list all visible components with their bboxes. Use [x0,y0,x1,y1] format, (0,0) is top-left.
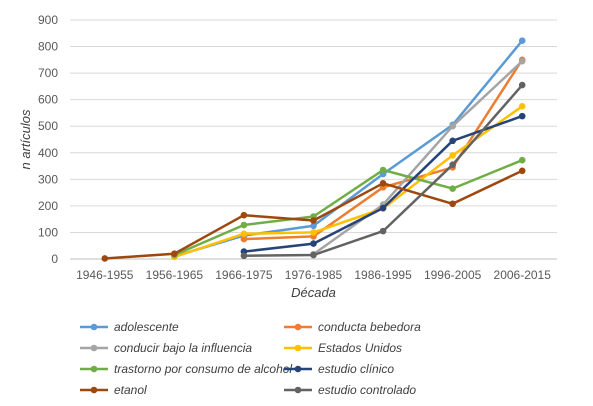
data-point [310,229,317,236]
x-tick-label: 1956-1965 [146,268,204,282]
x-tick-label: 1966-1975 [215,268,273,282]
data-point [449,200,456,208]
y-tick-label: 700 [38,66,58,80]
data-point [518,81,526,89]
data-point [449,122,456,130]
data-point [518,156,526,164]
data-point [449,161,456,169]
axes: 0 100 200 300 400 500 600 700 800 900 1946-1955 195… [38,13,557,282]
legend-label: trastorno por consumo de alcohol [114,362,292,376]
x-axis-title: Década [291,285,336,300]
legend-item: trastorno por consumo de alcohol [80,362,292,376]
series-7 [240,81,526,260]
x-tick-label: 1996-2005 [424,268,482,282]
series-line [312,60,524,256]
legend: adolescente conducta bebedora conducir baj… [80,320,421,397]
legend-item: estudio clínico [284,362,394,376]
series-line [173,159,523,257]
y-tick-label: 800 [38,40,58,54]
data-point [379,204,387,212]
data-point [240,252,248,260]
x-tick-label: 1986-1995 [354,268,412,282]
y-tick-label: 300 [38,172,58,186]
legend-label: conducir bajo la influencia [114,341,252,355]
legend-label: estudio controlado [318,383,416,397]
legend-item: conducta bebedora [284,320,421,334]
series-lines [101,37,526,262]
legend-swatch-marker [294,386,302,394]
data-point [310,251,317,259]
data-point [101,255,109,262]
data-point [518,112,526,120]
data-point [449,185,456,192]
legend-label: etanol [114,383,147,397]
y-tick-label: 900 [38,13,58,27]
data-point [240,221,248,229]
y-tick-label: 600 [38,93,58,107]
series-line [174,39,524,258]
legend-item: adolescente [80,320,179,334]
legend-item: conducir bajo la influencia [80,341,252,355]
y-axis-title: n artículos [18,109,33,169]
series-line [174,105,523,259]
legend-label: adolescente [114,320,179,334]
data-point [518,57,526,65]
series-line [243,59,524,241]
legend-swatch-marker [90,323,98,331]
data-point [240,235,248,243]
legend-item: etanol [80,383,147,397]
legend-swatch-marker [90,344,98,352]
data-point [379,180,387,187]
legend-swatch-marker [294,365,302,373]
data-point [240,230,248,238]
y-tick-label: 400 [38,146,58,160]
data-point [449,152,456,159]
series-1 [240,56,526,243]
legend-label: estudio clínico [318,362,394,376]
y-tick-label: 500 [38,119,58,133]
y-tick-label: 0 [51,252,58,266]
data-point [518,37,526,45]
legend-label: conducta bebedora [318,320,421,334]
legend-swatch-marker [294,323,302,331]
data-point [518,103,526,110]
x-tick-label: 1976-1985 [285,268,343,282]
legend-item: Estados Unidos [284,341,402,355]
legend-swatch-marker [294,344,302,352]
legend-swatch-marker [90,365,98,373]
legend-swatch-marker [90,386,98,394]
data-point [518,167,526,175]
data-point [171,250,178,257]
y-tick-label: 100 [38,225,58,239]
data-point [449,137,456,145]
gridlines [70,19,557,233]
data-point [310,217,317,224]
x-tick-label: 1946-1955 [76,268,134,282]
legend-item: estudio controlado [284,383,416,397]
data-point [379,227,387,235]
y-tick-label: 200 [38,199,58,213]
data-point [310,240,317,247]
legend-label: Estados Unidos [318,341,402,355]
data-point [379,166,387,174]
data-point [240,211,248,219]
data-point [310,222,317,230]
series-6 [101,167,526,262]
x-tick-label: 2006-2015 [494,268,552,282]
